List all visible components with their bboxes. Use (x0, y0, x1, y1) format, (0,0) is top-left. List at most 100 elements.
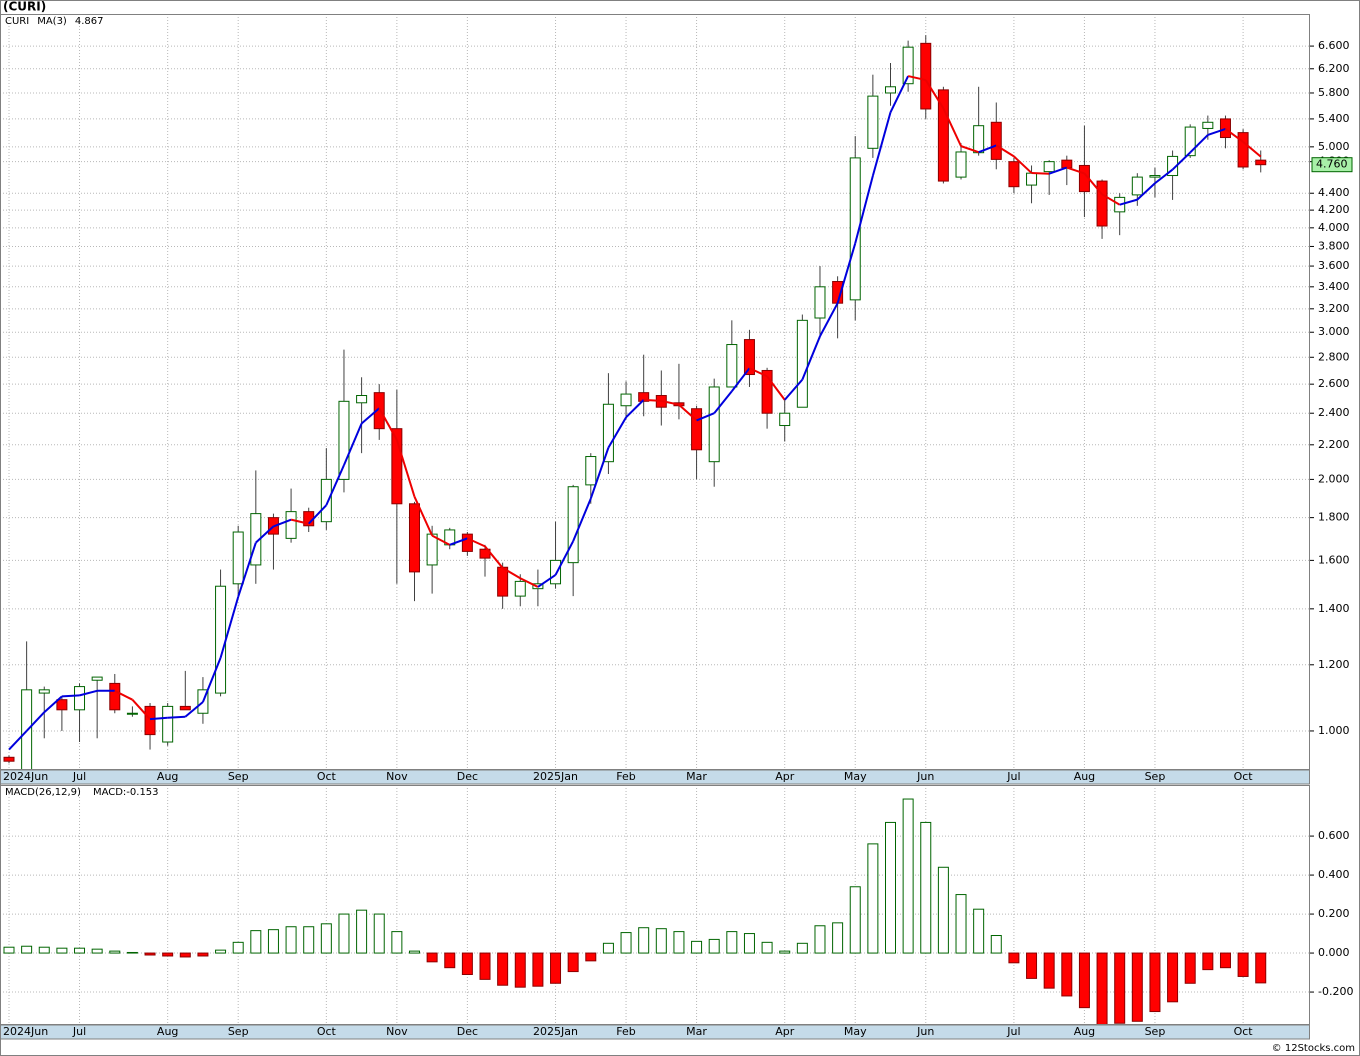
candle-body (1255, 159, 1267, 166)
x-tick-label: Mar (686, 1025, 707, 1038)
candle-body (726, 344, 738, 388)
footer: © 12Stocks.com (1272, 1043, 1355, 1054)
date-band (0, 769, 1310, 785)
ma-segment (25, 711, 45, 732)
ma-segment (607, 416, 627, 449)
x-tick-label: 2024Jun (3, 770, 48, 783)
y-tick-label: 3.400 (1318, 280, 1350, 293)
ma-segment (889, 75, 910, 113)
macd-bar (691, 940, 703, 954)
y-tick-label: 6.200 (1318, 62, 1350, 75)
x-tick-label: Jul (1006, 770, 1020, 783)
ma-segment (766, 375, 786, 401)
y-tick-label: 4.200 (1318, 203, 1350, 216)
candle-body (285, 511, 297, 539)
candle-body (1202, 121, 1214, 129)
x-tick-label: Nov (386, 770, 408, 783)
ma-segment (978, 144, 997, 154)
macd-bar (1184, 952, 1196, 984)
y-tick-label: 0.200 (1318, 907, 1350, 920)
price-panel: 1.000 1.200 1.400 1.600 1.800 2.000 2.200 2.400… (0, 14, 1353, 785)
macd-bar (74, 947, 86, 954)
candle-body (514, 580, 526, 597)
macd-bar (832, 922, 844, 954)
macd-bar (955, 894, 967, 954)
candle-body (320, 478, 332, 523)
macd-bar (126, 951, 138, 954)
macd-bar (250, 930, 262, 954)
ma-segment (413, 496, 434, 537)
legend-item: CURI (5, 16, 29, 27)
macd-bar (638, 927, 650, 954)
y-tick-label: -0.200 (1318, 985, 1353, 998)
macd-bar (162, 952, 174, 957)
macd-bar (937, 866, 949, 954)
macd-bar (1078, 952, 1090, 1009)
x-tick-label: Jul (72, 1025, 86, 1038)
candle-body (620, 393, 632, 407)
candle-body (91, 676, 103, 681)
ma-segment (466, 537, 486, 548)
candle-body (638, 392, 650, 402)
x-tick-label: Jun (916, 1025, 934, 1038)
ma-segment (1171, 151, 1191, 171)
candle-body (902, 46, 914, 85)
x-tick-label: Apr (775, 1025, 795, 1038)
y-tick-label: 2.400 (1318, 406, 1350, 419)
candle-body (356, 395, 368, 404)
macd-bar (373, 913, 385, 954)
ma-segment (819, 302, 839, 337)
y-tick-label: 4.400 (1318, 186, 1350, 199)
macd-bar (743, 933, 755, 954)
panel-frame (0, 14, 1310, 770)
ma-segment (942, 107, 962, 147)
ma-segment (360, 407, 380, 425)
macd-bar (338, 913, 350, 954)
candle-body (1026, 172, 1038, 186)
candle-body (1149, 175, 1161, 178)
x-tick-label: Jul (1006, 1025, 1020, 1038)
macd-bar (532, 952, 544, 987)
candle-body (867, 95, 879, 149)
candle-body (937, 89, 949, 182)
candle-body (1008, 161, 1020, 188)
ma-segment (1083, 172, 1103, 195)
x-tick-label: Oct (317, 1025, 337, 1038)
candle-body (691, 408, 703, 451)
last-price-label: 4.760 (1316, 158, 1348, 171)
ma-segment (1242, 141, 1262, 158)
candle-body (920, 42, 932, 110)
macd-bar (285, 926, 297, 954)
macd-bar (1061, 952, 1073, 997)
ma-segment (783, 378, 804, 401)
ma-segment (731, 367, 751, 392)
macd-bar (1008, 952, 1020, 964)
macd-bar (1202, 952, 1214, 971)
macd-bar (3, 946, 15, 954)
candle-body (990, 121, 1002, 160)
macd-bar (444, 952, 456, 969)
ma-segment (61, 694, 80, 698)
x-tick-label: Oct (1234, 1025, 1254, 1038)
ma-segment (924, 79, 945, 109)
ma-segment (149, 716, 168, 721)
ma-segment (871, 111, 892, 177)
macd-bar (550, 952, 562, 984)
y-tick-label: 0.400 (1318, 868, 1350, 881)
macd-bar (602, 942, 614, 954)
x-tick-label: Sep (228, 770, 249, 783)
x-tick-label: May (844, 1025, 867, 1038)
ma-segment (202, 657, 222, 703)
candle-body (708, 386, 720, 463)
ma-segment (484, 545, 504, 569)
macd-bar (497, 952, 509, 986)
macd-bar (479, 952, 491, 980)
ma-segment (696, 412, 715, 422)
ma-segment (589, 447, 610, 499)
macd-bar (1219, 952, 1231, 969)
candle-body (849, 157, 861, 301)
macd-bar (109, 950, 121, 954)
ma-segment (678, 403, 698, 422)
x-tick-label: Mar (686, 770, 707, 783)
